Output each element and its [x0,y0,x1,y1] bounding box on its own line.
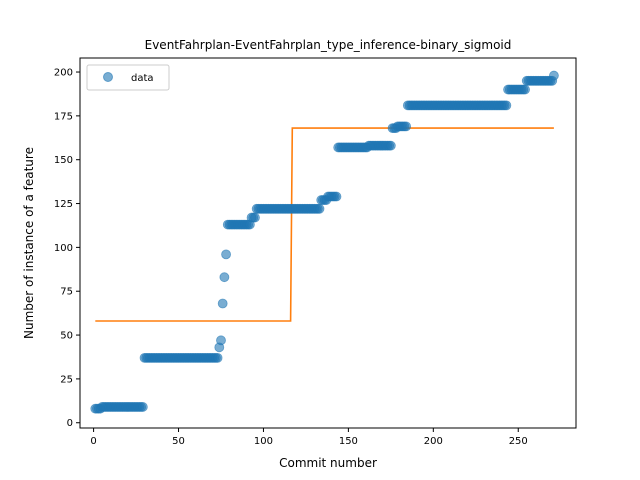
x-axis: 0 50 100 150 200 250 [90,428,528,447]
data-point [314,203,325,214]
legend: data [86,64,170,91]
data-point [212,352,223,363]
y-tick-label: 50 [60,331,73,342]
plot-area [90,70,559,414]
data-point [137,402,148,412]
legend-marker-data [103,72,113,82]
legend-box [86,64,170,91]
y-tick-label: 25 [60,374,73,385]
data-point [331,191,342,202]
chart-title: EventFahrplan-EventFahrplan_type_inferen… [145,38,512,52]
y-axis-title: Number of instance of a feature [22,147,36,339]
x-axis-title: Commit number [279,456,377,470]
x-tick-label: 50 [172,436,185,447]
data-point [217,298,228,309]
y-tick-label: 100 [54,243,73,254]
x-tick-label: 0 [90,436,96,447]
axes-frame [79,57,577,429]
legend-label-data: data [131,73,154,84]
data-point [216,335,226,346]
y-tick-label: 200 [54,68,73,79]
x-tick-label: 250 [509,436,528,447]
data-point [221,249,231,260]
data-point [549,70,559,81]
y-axis: 0 25 50 75 100 125 150 175 200 [54,68,80,429]
data-point [219,272,230,283]
y-tick-label: 0 [67,418,73,429]
data-point [250,212,260,223]
x-tick-label: 100 [254,436,273,447]
data-point [385,140,396,151]
data-point [401,121,412,132]
y-tick-label: 75 [60,287,73,298]
x-tick-label: 150 [339,436,358,447]
x-tick-label: 200 [424,436,443,447]
fit-series-line [95,127,554,322]
y-tick-label: 150 [54,155,73,166]
data-point [520,84,530,95]
y-tick-label: 175 [54,111,73,122]
data-point [501,100,512,111]
y-tick-label: 125 [54,199,73,210]
